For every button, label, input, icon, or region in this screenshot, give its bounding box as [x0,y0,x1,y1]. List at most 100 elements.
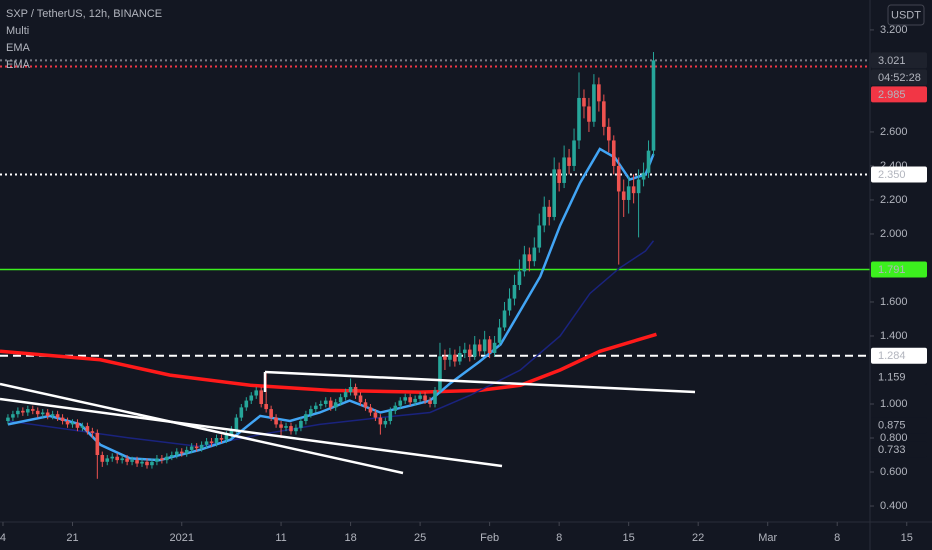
indicator-label: EMA [6,59,31,71]
candle-body [348,386,353,393]
price-label-box [871,347,927,364]
candle-body [30,409,35,411]
ema-line [0,332,657,394]
candle-body [626,186,631,200]
candle-body [363,402,368,408]
price-label-box [871,441,927,458]
candle-body [597,84,601,102]
currency-label[interactable]: USDT [891,9,921,21]
candle-body [239,407,244,418]
candle-body [170,455,174,457]
candle-body [557,169,561,183]
candle-body [413,398,417,403]
candle-body [70,422,75,425]
time-axis [0,522,932,550]
candle-body [403,397,408,401]
candle-body [299,421,303,428]
price-label-box [871,166,927,183]
y-tick-label: 2.600 [880,126,908,138]
candle-body [55,414,60,418]
candle-body [229,429,234,435]
candle-body [75,422,80,428]
candle-body [467,349,472,357]
candle-body [388,410,393,422]
candle-body [527,254,532,262]
price-label-box [871,368,927,385]
candle-body [199,444,204,449]
currency-button[interactable] [887,4,925,26]
candle-body [45,412,50,416]
candle-body [209,441,214,444]
candle-body [492,342,497,353]
candle-body [21,410,25,413]
candle-body [214,438,219,444]
price-label-box [871,417,927,434]
candle-body [174,451,179,456]
candle-body [502,310,507,328]
candle-body [562,157,566,183]
y-tick-label: 3.200 [880,24,908,36]
candle-body [179,451,184,454]
candle-body [368,407,373,413]
candle-body [140,461,144,464]
price-label: 0.733 [878,444,906,456]
candle-body [189,446,194,450]
candle-body [517,271,522,285]
y-tick-label: 0.800 [880,432,908,444]
candle-body [472,344,477,357]
x-tick-label: 21 [66,532,78,544]
candle-body [304,414,308,422]
price-label: 0.875 [878,420,906,432]
candle-body [373,412,378,418]
candle-body [85,426,90,432]
x-tick-label: 15 [623,532,635,544]
candle-body [443,356,447,360]
ema-line [7,240,655,448]
candle-body [453,354,457,362]
indicator-label: EMA [6,42,31,54]
price-label: 1.284 [878,350,906,362]
x-tick-label: 15 [901,532,913,544]
candle-body [621,191,626,200]
candle-body [234,417,239,430]
candle-body [646,150,651,173]
candle-body [50,414,55,416]
candle-body [284,426,288,428]
candle-body [383,421,388,425]
candle-body [572,140,576,166]
candle-body [249,395,254,401]
candle-body [328,400,333,408]
candle-body [26,409,30,413]
candle-body [318,403,323,406]
candle-body [338,397,343,403]
candle-body [323,400,328,404]
candle-body [507,298,512,311]
candle-body [194,446,199,449]
candle-body [289,426,293,432]
candle-body [651,60,656,151]
trend-line [264,370,696,394]
price-label-box [871,86,927,103]
candle-body [353,386,358,396]
candle-body [631,186,636,194]
candle-body [65,421,70,425]
candle-body [309,409,313,415]
candle-body [224,434,229,440]
candle-body [105,458,110,462]
candle-body [448,354,452,360]
price-label: 2.350 [878,169,906,181]
candle-body [135,460,139,464]
candle-body [577,97,581,141]
candle-body [145,461,149,466]
candle-body [244,400,249,408]
y-tick-label: 2.200 [880,194,908,206]
candle-body [537,225,542,248]
candle-body [458,352,462,362]
candle-body [398,400,403,406]
candle-body [115,456,119,461]
candle-body [522,254,527,272]
x-tick-label: 8 [834,532,840,544]
candle-body [433,390,437,404]
